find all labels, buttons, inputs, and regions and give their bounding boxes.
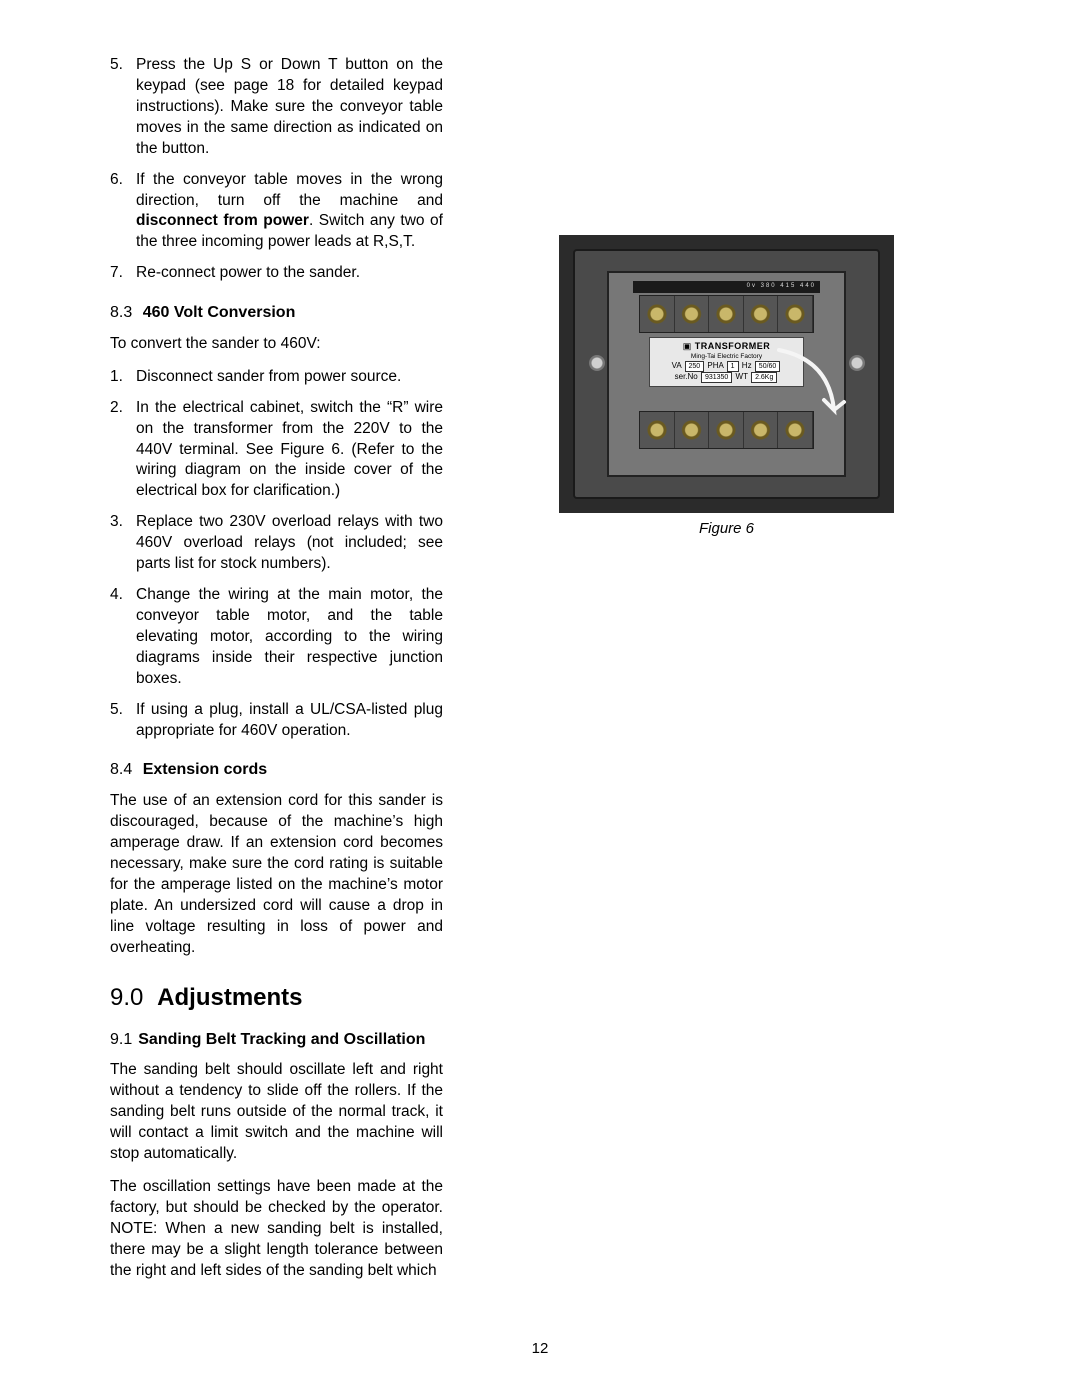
right-column: 0v 380 415 440 ▣ TRANSFORMER Ming-Tai El… xyxy=(483,55,970,1294)
section-intro: To convert the sander to 460V: xyxy=(110,334,443,355)
two-column-layout: 5. Press the Up S or Down T button on th… xyxy=(110,55,970,1294)
section-heading-9-1: 9.1 Sanding Belt Tracking and Oscillatio… xyxy=(110,1029,443,1051)
list-item: 4. Change the wiring at the main motor, … xyxy=(110,585,443,690)
transformer-photo: 0v 380 415 440 ▣ TRANSFORMER Ming-Tai El… xyxy=(559,235,894,513)
section-heading-8-3: 8.3 460 Volt Conversion xyxy=(110,302,443,324)
item-text: Disconnect sander from power source. xyxy=(136,367,443,388)
item-text: If the conveyor table moves in the wrong… xyxy=(136,170,443,254)
list-item: 2. In the electrical cabinet, switch the… xyxy=(110,398,443,503)
item-text: In the electrical cabinet, switch the “R… xyxy=(136,398,443,503)
item-text: Replace two 230V overload relays with tw… xyxy=(136,512,443,575)
section-paragraph: The use of an extension cord for this sa… xyxy=(110,791,443,958)
item-number: 5. xyxy=(110,700,136,742)
list-item: 5. Press the Up S or Down T button on th… xyxy=(110,55,443,160)
section-heading-8-4: 8.4 Extension cords xyxy=(110,759,443,781)
figure-caption: Figure 6 xyxy=(559,519,894,539)
item-text: Change the wiring at the main motor, the… xyxy=(136,585,443,690)
list-item: 7. Re-connect power to the sander. xyxy=(110,263,443,284)
terminal-block-top xyxy=(639,295,814,333)
terminal-block-bottom xyxy=(639,411,814,449)
item-number: 7. xyxy=(110,263,136,284)
conversion-steps-list: 1. Disconnect sander from power source. … xyxy=(110,367,443,742)
list-item: 5. If using a plug, install a UL/CSA-lis… xyxy=(110,700,443,742)
figure-6: 0v 380 415 440 ▣ TRANSFORMER Ming-Tai El… xyxy=(559,235,894,539)
page-number: 12 xyxy=(0,1339,1080,1359)
item-text: If using a plug, install a UL/CSA-listed… xyxy=(136,700,443,742)
list-item: 1. Disconnect sander from power source. xyxy=(110,367,443,388)
item-text: Re-connect power to the sander. xyxy=(136,263,443,284)
left-column: 5. Press the Up S or Down T button on th… xyxy=(110,55,443,1294)
continued-list: 5. Press the Up S or Down T button on th… xyxy=(110,55,443,284)
item-number: 3. xyxy=(110,512,136,575)
item-number: 6. xyxy=(110,170,136,254)
list-item: 3. Replace two 230V overload relays with… xyxy=(110,512,443,575)
item-text: Press the Up S or Down T button on the k… xyxy=(136,55,443,160)
bolt-icon xyxy=(849,355,865,371)
transformer-label-plate: ▣ TRANSFORMER Ming-Tai Electric Factory … xyxy=(649,337,804,387)
section-heading-9-0: 9.0 Adjustments xyxy=(110,982,443,1014)
item-number: 2. xyxy=(110,398,136,503)
section-paragraph: The sanding belt should oscillate left a… xyxy=(110,1060,443,1165)
section-paragraph: The oscillation settings have been made … xyxy=(110,1177,443,1282)
item-number: 4. xyxy=(110,585,136,690)
item-number: 1. xyxy=(110,367,136,388)
voltage-strip: 0v 380 415 440 xyxy=(633,281,820,293)
list-item: 6. If the conveyor table moves in the wr… xyxy=(110,170,443,254)
bolt-icon xyxy=(589,355,605,371)
item-number: 5. xyxy=(110,55,136,160)
